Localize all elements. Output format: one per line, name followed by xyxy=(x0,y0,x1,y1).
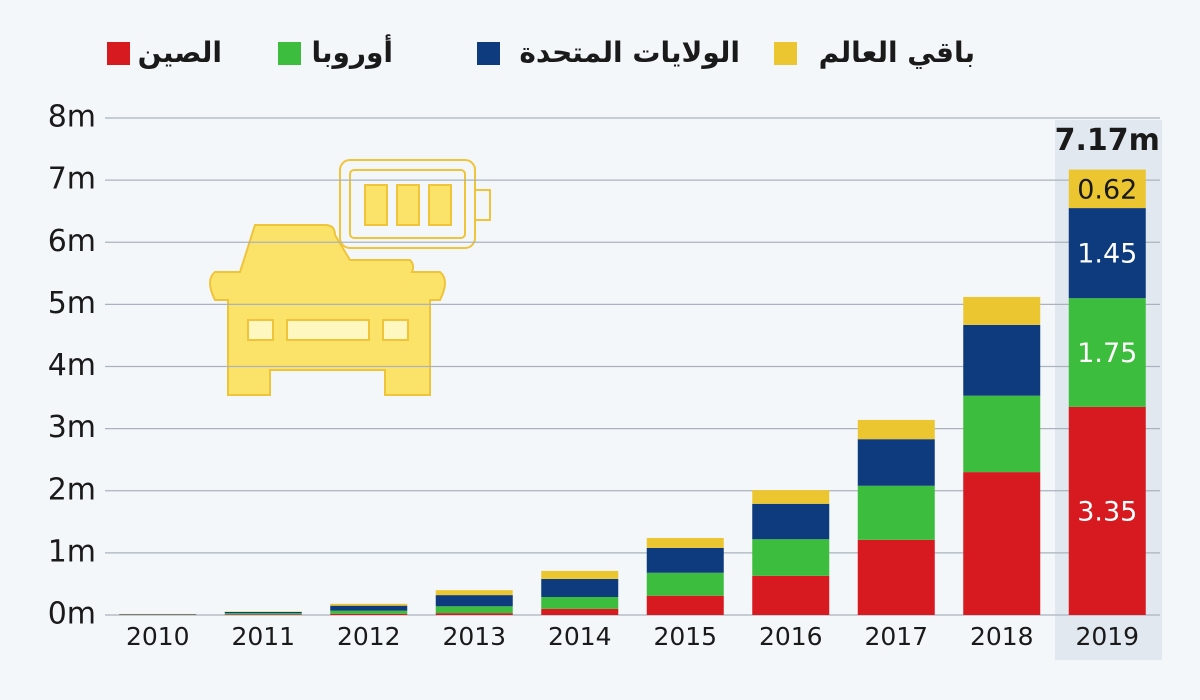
x-tick-label: 2013 xyxy=(442,622,506,651)
legend-label: الصين xyxy=(138,36,222,69)
y-tick-label: 6m xyxy=(48,224,96,259)
value-label: 1.75 xyxy=(1077,338,1137,369)
bar-segment xyxy=(752,539,830,576)
bar-segment xyxy=(435,595,513,607)
x-tick-label: 2014 xyxy=(548,622,612,651)
legend-swatch xyxy=(278,42,301,65)
bar-segment xyxy=(857,485,935,540)
bar-segment xyxy=(224,613,302,615)
bar-segment xyxy=(963,296,1041,325)
bar-segment xyxy=(330,610,408,614)
bar-segment xyxy=(330,605,408,611)
bar-segment xyxy=(752,575,830,615)
bar-segment xyxy=(646,547,724,573)
x-tick-label: 2011 xyxy=(231,622,295,651)
x-tick-label: 2018 xyxy=(970,622,1034,651)
bar-segment xyxy=(857,439,935,486)
bar-segment xyxy=(646,595,724,615)
bar-segment xyxy=(1068,298,1146,407)
x-tick-label: 2016 xyxy=(759,622,823,651)
bar-segment xyxy=(541,596,619,609)
bar-segment xyxy=(541,578,619,597)
x-tick-label: 2015 xyxy=(653,622,717,651)
plot: 0m 1m 2m 3m 4m 5m 6m 7m 8m 2010 2011 2012 2013 2014 20… xyxy=(48,34,1160,651)
bar-segment xyxy=(435,613,513,615)
x-tick-label: 2012 xyxy=(337,622,401,651)
x-tick-label: 2019 xyxy=(1075,622,1139,651)
bar-segment xyxy=(646,572,724,596)
bar-segment xyxy=(1068,208,1146,299)
bar-segment xyxy=(1068,406,1146,615)
bar-segment xyxy=(435,590,513,596)
bar-segment xyxy=(435,606,513,614)
bar-segment xyxy=(857,539,935,615)
legend-label: باقي العالم xyxy=(819,36,975,69)
legend-swatch xyxy=(477,42,500,65)
bar-segment xyxy=(963,472,1041,615)
bar-segment xyxy=(752,503,830,540)
bar-segment xyxy=(330,613,408,615)
y-tick-label: 0m xyxy=(48,597,96,632)
bar-segment xyxy=(224,614,302,615)
value-label: 3.35 xyxy=(1077,496,1137,527)
bar-segment xyxy=(330,603,408,606)
bar-segment xyxy=(752,490,830,504)
y-tick-label: 5m xyxy=(48,286,96,321)
bar-segment xyxy=(963,395,1041,473)
bar-segment xyxy=(857,419,935,440)
legend-swatch xyxy=(774,42,797,65)
total-label: 7.17m xyxy=(1055,123,1160,158)
value-label: 1.45 xyxy=(1077,239,1137,270)
y-tick-label: 1m xyxy=(48,534,96,569)
bar-segment xyxy=(646,537,724,548)
x-tick-label: 2010 xyxy=(126,622,190,651)
y-tick-label: 3m xyxy=(48,410,96,445)
y-tick-label: 2m xyxy=(48,472,96,507)
value-label: 0.62 xyxy=(1077,174,1137,205)
bar-segment xyxy=(963,324,1041,396)
y-tick-label: 4m xyxy=(48,348,96,383)
legend-label: أوروبا xyxy=(311,34,393,69)
bar-segment xyxy=(541,608,619,615)
bar-segment xyxy=(541,570,619,579)
bar-segment xyxy=(1068,169,1146,209)
car-battery-icon xyxy=(209,159,491,396)
legend-swatch xyxy=(107,42,130,65)
legend-label: الولايات المتحدة xyxy=(519,36,740,69)
y-tick-label: 7m xyxy=(48,162,96,197)
y-tick-label: 8m xyxy=(48,100,96,135)
bar-segment xyxy=(224,611,302,614)
x-tick-label: 2017 xyxy=(864,622,928,651)
